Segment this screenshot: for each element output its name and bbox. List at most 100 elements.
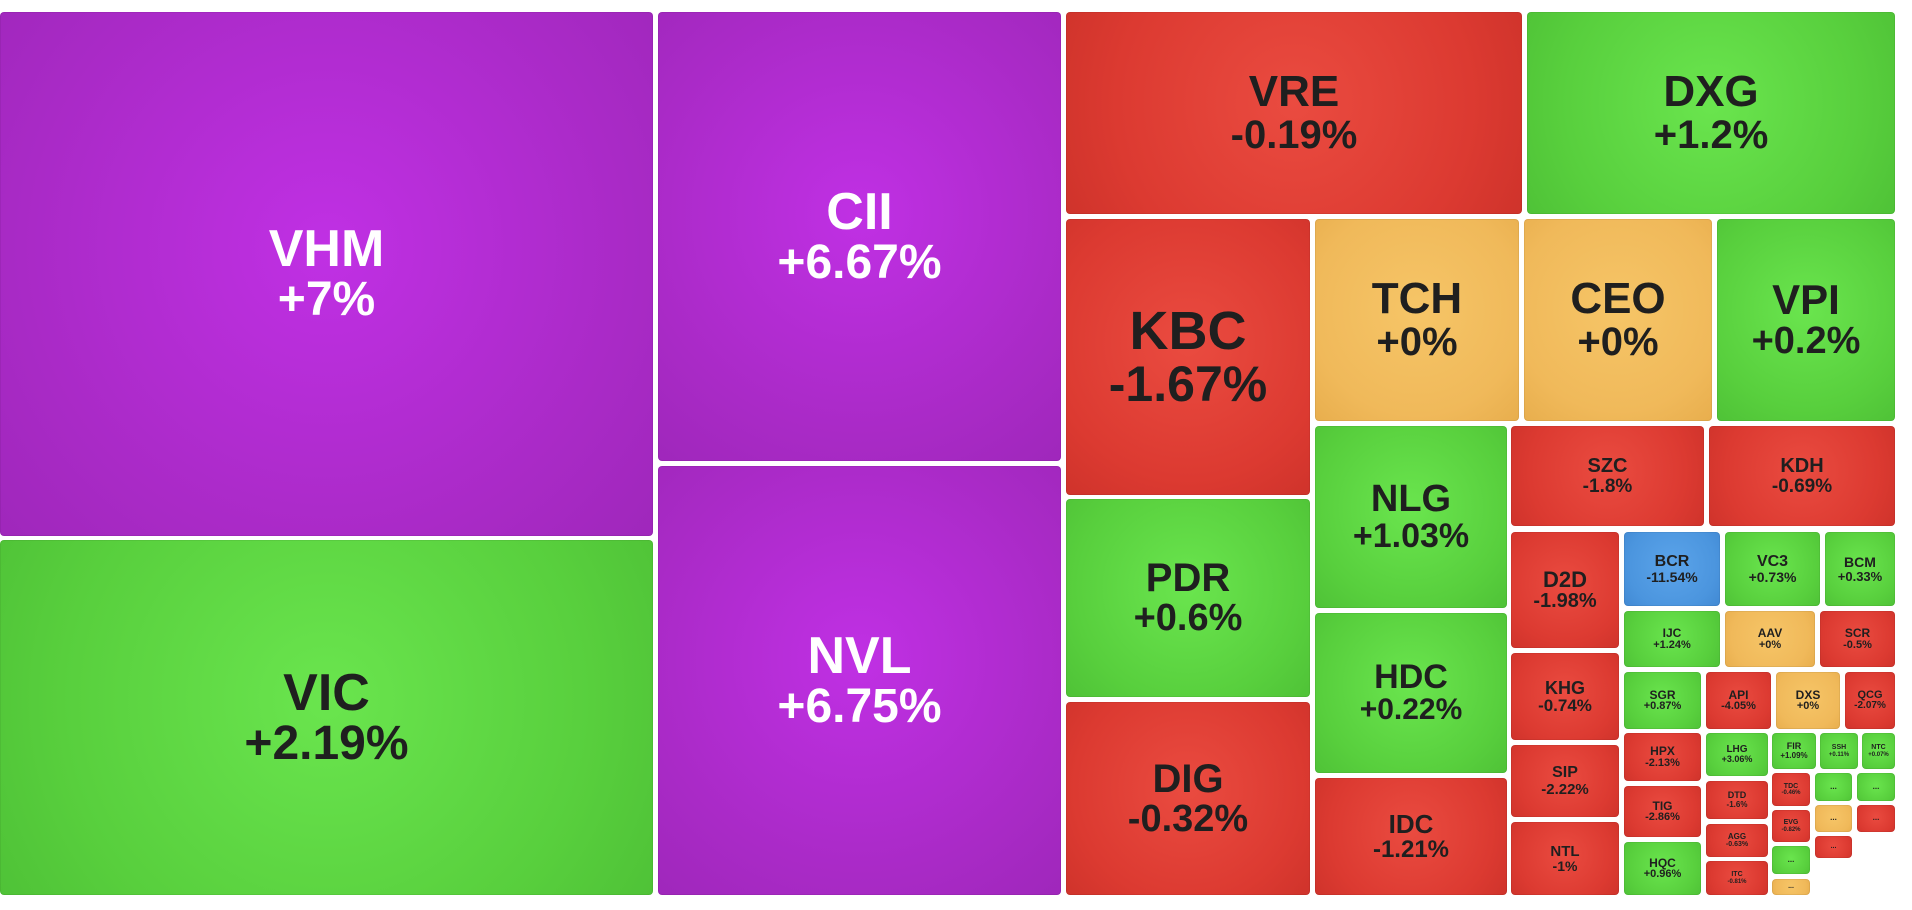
tile-dig[interactable]: DIG -0.32% (1066, 702, 1310, 895)
tile-nvl[interactable]: NVL +6.75% (658, 466, 1061, 895)
tile-change: -11.54% (1646, 569, 1698, 586)
tile-pdr[interactable]: PDR +0.6% (1066, 499, 1310, 697)
tile-symbol: VC3 (1756, 552, 1789, 570)
tile-tch[interactable]: TCH +0% (1315, 219, 1519, 421)
tile-nlg[interactable]: NLG +1.03% (1315, 426, 1507, 608)
tile-change: +1.24% (1653, 638, 1691, 651)
tile-lhg[interactable]: LHG +3.06% (1706, 733, 1768, 776)
tile-dtd[interactable]: DTD -1.6% (1706, 781, 1768, 819)
tile-sgr[interactable]: SGR +0.87% (1624, 672, 1701, 729)
tile-change: +6.67% (777, 235, 942, 289)
tile-change: +0% (1758, 638, 1782, 651)
tile-change: -0.74% (1538, 696, 1592, 716)
tile-dxs[interactable]: DXS +0% (1776, 672, 1840, 729)
tile-symbol: API (1728, 687, 1749, 702)
tile-symbol: ... (1830, 843, 1837, 851)
tile-tdc[interactable]: TDC -0.46% (1772, 773, 1810, 806)
tile-change: -1% (1552, 858, 1578, 875)
tile-vre[interactable]: VRE -0.19% (1066, 12, 1522, 214)
tile-symbol: VIC (283, 663, 370, 722)
tile-symbol: NVL (807, 626, 912, 685)
tile-symbol: CEO (1570, 274, 1666, 324)
tile-d2d[interactable]: D2D -1.98% (1511, 532, 1619, 648)
tile-symbol: TCH (1371, 274, 1463, 324)
tile-change: -0.63% (1725, 841, 1749, 849)
tile-unlabeled-5[interactable]: ... (1772, 879, 1810, 895)
tile-change: -0.19% (1230, 113, 1358, 158)
tile-symbol: IDC (1388, 809, 1434, 839)
tile-change: +1.09% (1780, 750, 1808, 760)
tile-bcr[interactable]: BCR -11.54% (1624, 532, 1720, 606)
tile-unlabeled-1[interactable]: ... (1857, 773, 1895, 801)
tile-change: +2.19% (244, 716, 409, 770)
tile-symbol: SSH (1831, 744, 1847, 752)
tile-symbol: ... (1830, 813, 1837, 823)
tile-symbol: NTC (1871, 744, 1886, 752)
tile-fir[interactable]: FIR +1.09% (1772, 733, 1816, 769)
tile-dxg[interactable]: DXG +1.2% (1527, 12, 1895, 214)
tile-change: +0% (1796, 700, 1820, 712)
tile-tig[interactable]: TIG -2.86% (1624, 786, 1701, 837)
tile-symbol: SIP (1552, 764, 1578, 782)
tile-symbol: IJC (1662, 626, 1682, 641)
tile-symbol: EVG (1783, 819, 1799, 827)
tile-symbol: KHG (1545, 677, 1585, 698)
tile-symbol: ... (1830, 781, 1837, 791)
tile-unlabeled-0[interactable]: ... (1815, 773, 1852, 801)
tile-change: +0.2% (1751, 320, 1861, 363)
tile-change: -1.21% (1372, 835, 1450, 863)
tile-unlabeled-2[interactable]: ... (1815, 805, 1852, 832)
tile-ceo[interactable]: CEO +0% (1524, 219, 1712, 421)
tile-symbol: ITC (1731, 871, 1743, 879)
tile-idc[interactable]: IDC -1.21% (1315, 778, 1507, 895)
tile-symbol: VPI (1772, 276, 1840, 324)
tile-symbol: CII (826, 182, 893, 241)
tile-symbol: DIG (1152, 756, 1224, 801)
tile-ssh[interactable]: SSH +0.11% (1820, 733, 1858, 769)
tile-evg[interactable]: EVG -0.82% (1772, 810, 1810, 842)
tile-hqc[interactable]: HQC +0.96% (1624, 842, 1701, 895)
tile-sip[interactable]: SIP -2.22% (1511, 745, 1619, 817)
tile-change: +6.75% (777, 679, 942, 733)
tile-symbol: BCM (1844, 554, 1876, 571)
tile-agg[interactable]: AGG -0.63% (1706, 824, 1768, 857)
tile-symbol: AGG (1727, 831, 1747, 841)
tile-vhm[interactable]: VHM +7% (0, 12, 653, 536)
tile-khg[interactable]: KHG -0.74% (1511, 653, 1619, 740)
tile-hpx[interactable]: HPX -2.13% (1624, 733, 1701, 781)
tile-change: -2.13% (1645, 756, 1680, 769)
tile-api[interactable]: API -4.05% (1706, 672, 1771, 729)
tile-qcg[interactable]: QCG -2.07% (1845, 672, 1895, 729)
tile-symbol: ... (1872, 813, 1880, 823)
tile-symbol: FIR (1786, 741, 1802, 752)
tile-vic[interactable]: VIC +2.19% (0, 540, 653, 895)
tile-hdc[interactable]: HDC +0.22% (1315, 613, 1507, 773)
tile-symbol: DXS (1795, 687, 1821, 702)
tile-szc[interactable]: SZC -1.8% (1511, 426, 1704, 526)
tile-kbc[interactable]: KBC -1.67% (1066, 219, 1310, 495)
tile-change: +0.87% (1643, 700, 1682, 712)
tile-kdh[interactable]: KDH -0.69% (1709, 426, 1895, 526)
tile-vpi[interactable]: VPI +0.2% (1717, 219, 1895, 421)
tile-change: +0.96% (1643, 868, 1682, 880)
tile-unlabeled-3[interactable]: ... (1857, 805, 1895, 832)
tile-change: +1.03% (1352, 517, 1470, 556)
tile-scr[interactable]: SCR -0.5% (1820, 611, 1895, 667)
tile-change: +0% (1376, 320, 1458, 365)
tile-ntl[interactable]: NTL -1% (1511, 822, 1619, 895)
tile-vc3[interactable]: VC3 +0.73% (1725, 532, 1820, 606)
tile-change: +0.33% (1837, 568, 1883, 584)
tile-change: -2.22% (1541, 780, 1589, 798)
tile-symbol: QCG (1857, 688, 1883, 701)
tile-unlabeled-4[interactable]: ... (1772, 846, 1810, 874)
tile-ntc[interactable]: NTC +0.07% (1862, 733, 1895, 769)
tile-change: -0.69% (1771, 475, 1833, 497)
tile-bcm[interactable]: BCM +0.33% (1825, 532, 1895, 606)
tile-aav[interactable]: AAV +0% (1725, 611, 1815, 667)
tile-itc[interactable]: ITC -0.81% (1706, 861, 1768, 895)
tile-ijc[interactable]: IJC +1.24% (1624, 611, 1720, 667)
tile-cii[interactable]: CII +6.67% (658, 12, 1061, 461)
tile-change: -1.98% (1533, 590, 1597, 613)
tile-unlabeled-6[interactable]: ... (1815, 836, 1852, 858)
